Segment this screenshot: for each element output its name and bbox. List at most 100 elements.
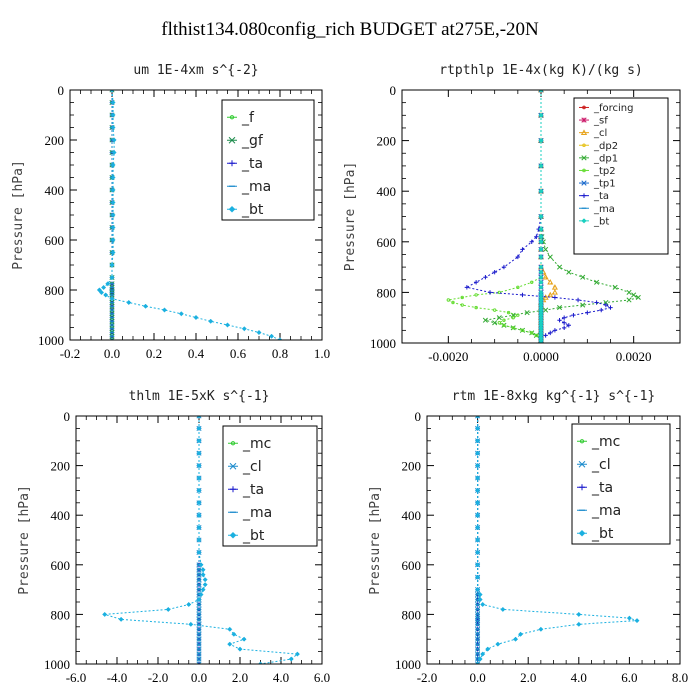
data-point-tp2 (492, 308, 497, 312)
y-tick-label: 1000 (38, 333, 64, 348)
data-point-ta (515, 254, 521, 260)
data-point-bt (200, 567, 206, 573)
data-point-bt (538, 269, 544, 275)
data-point-bt (110, 212, 116, 218)
data-point-cl (542, 273, 549, 280)
data-point-bt (227, 626, 233, 632)
data-point-bt (196, 450, 202, 456)
data-point-bt (500, 606, 506, 612)
panel-title: rtpthlp 1E-4x(kg K)/(kg s) (439, 63, 643, 78)
data-point-bt (110, 112, 116, 118)
data-point-bt (257, 661, 264, 664)
legend-label: _cl (242, 459, 262, 475)
data-point-tp2 (506, 310, 511, 315)
data-point-tp2 (460, 295, 464, 300)
x-tick-label: 0.0 (104, 346, 120, 361)
x-tick-label: 6.0 (314, 670, 330, 685)
panel-title: um 1E-4xm s^{-2} (133, 63, 258, 78)
data-point-dp1 (547, 254, 553, 260)
series-group (102, 416, 300, 664)
data-point-ta (529, 239, 534, 244)
data-point-bt (475, 475, 481, 481)
data-point-bt (538, 274, 544, 280)
panel-4: rtm 1E-8xkg kg^{-1} s^{-1} Pressure [hPa]… (368, 389, 688, 685)
data-point-bt (110, 99, 116, 106)
legend-box (571, 423, 671, 545)
data-point-dp1 (626, 289, 632, 295)
plot-frame (69, 89, 323, 341)
data-point-bt (538, 188, 544, 194)
legend: _forcing _sf_cl _dp2_dp1 _tp2 _tp1_ta _ma_bt (573, 97, 669, 255)
data-point-bt (475, 661, 481, 664)
data-point-bt (161, 307, 168, 313)
data-point-ta (552, 328, 558, 333)
y-tick-label: 800 (377, 285, 397, 300)
data-point-bt (576, 611, 582, 617)
data-point-gf (109, 90, 115, 93)
x-tick-label: 4.0 (273, 670, 289, 685)
data-point-bt (475, 587, 481, 593)
data-point-tp2 (446, 298, 451, 302)
data-point-bt (202, 577, 208, 583)
data-point-bt (538, 112, 544, 118)
y-axis-label: Pressure [hPa] (17, 485, 32, 595)
data-point-bt (475, 574, 481, 580)
data-point-ta (534, 234, 539, 239)
y-tick-label: 200 (402, 459, 422, 474)
y-tick-label: 200 (51, 459, 71, 474)
data-point-ta (552, 295, 558, 300)
data-point-bt (196, 425, 202, 431)
data-point-ta (566, 323, 571, 328)
data-point-bt (110, 174, 116, 181)
legend-label: _ma (242, 505, 272, 521)
data-point-bt (109, 296, 115, 302)
series-group (446, 90, 641, 343)
x-tick-label: 6.0 (621, 670, 637, 685)
x-tick-label: -4.0 (107, 670, 128, 685)
legend-label: _ma (591, 503, 621, 519)
data-point-bt (198, 562, 204, 568)
data-point-bt (200, 572, 206, 578)
legend-label: _gf (241, 133, 264, 149)
legend-label: _bt (591, 526, 614, 542)
legend-label: _ta (242, 482, 264, 498)
data-point-bt (241, 326, 247, 332)
legend-label: _mc (591, 434, 620, 450)
x-tick-label: 2.0 (520, 670, 536, 685)
data-point-bt (111, 149, 117, 156)
legend-marker (581, 218, 587, 224)
legend-label: _dp2 (593, 141, 618, 152)
data-point-ta (501, 264, 507, 270)
data-point-cl (551, 289, 558, 295)
data-point-bt (475, 438, 481, 444)
data-point-dp1 (635, 294, 641, 301)
data-point-bt (126, 299, 132, 306)
y-tick-label: 600 (51, 558, 71, 573)
data-point-tp2 (502, 318, 506, 322)
data-point-tp2 (502, 323, 506, 328)
legend-marker (582, 168, 586, 173)
data-point-bt (538, 246, 544, 252)
legend-marker (229, 160, 235, 167)
x-tick-label: 4.0 (571, 670, 587, 685)
legend-marker (229, 531, 237, 539)
data-point-bt (634, 618, 640, 624)
data-point-tp2 (474, 293, 478, 297)
data-point-dp1 (626, 297, 632, 303)
data-point-bt (475, 500, 481, 506)
legend-marker (582, 105, 586, 110)
legend-label: _ta (593, 191, 609, 202)
data-point-ta (543, 333, 548, 338)
data-point-dp1 (533, 332, 539, 338)
data-point-bt (109, 90, 115, 93)
legend-label: _forcing (593, 103, 634, 114)
legend: _f _gf _ta _ma _bt (221, 99, 315, 221)
data-point-bt (110, 224, 116, 231)
data-point-tp2 (497, 321, 502, 325)
data-point-bt (485, 646, 491, 652)
data-point-bt (105, 281, 111, 287)
data-point-bt (103, 292, 109, 298)
data-point-ta (608, 305, 613, 310)
data-point-bt (231, 631, 237, 637)
